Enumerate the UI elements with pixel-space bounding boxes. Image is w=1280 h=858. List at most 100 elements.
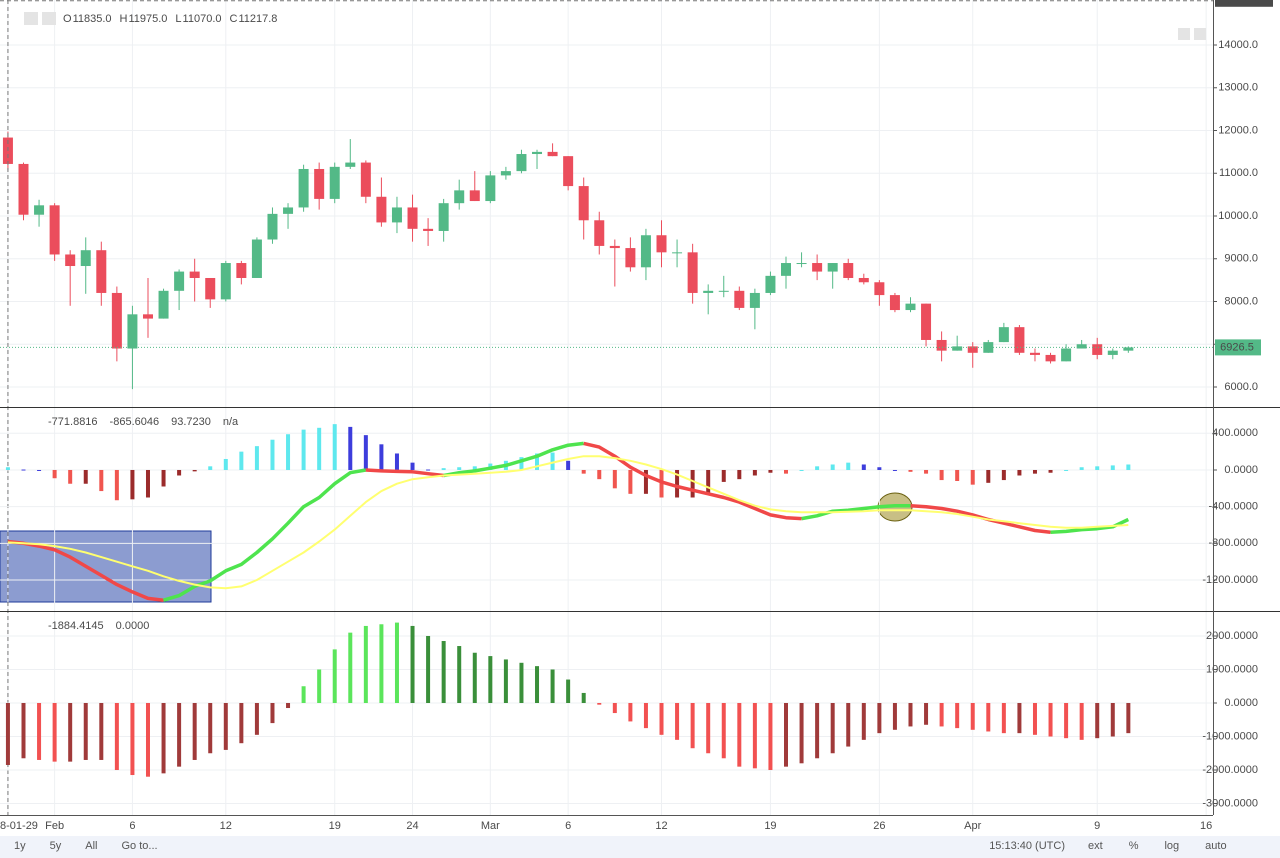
histogram-bar: [1032, 469, 1037, 474]
histogram-bar: [488, 656, 493, 703]
y-tick-label: 400.0000: [1212, 427, 1258, 439]
candle-body: [236, 263, 247, 278]
histogram-bar: [145, 702, 150, 777]
histogram-bar: [706, 702, 711, 754]
histogram-bar: [643, 702, 648, 729]
y-tick-label: 10000.0: [1218, 210, 1258, 222]
histogram-bar: [83, 702, 88, 760]
histogram-bar: [208, 702, 213, 754]
histogram-bar: [721, 702, 726, 759]
histogram-bar: [519, 662, 524, 703]
candle-body: [532, 151, 543, 155]
histogram-bar: [114, 469, 119, 501]
histogram-bar: [799, 469, 804, 471]
histogram-bar: [5, 702, 10, 765]
candle-body: [921, 303, 932, 340]
histogram-bar: [161, 469, 166, 487]
histogram-bar: [1048, 702, 1053, 737]
candle-body: [952, 346, 963, 351]
icon-button[interactable]: [24, 12, 38, 25]
toolbar-toggle[interactable]: %: [1129, 840, 1139, 852]
toolbar-button[interactable]: Go to...: [121, 840, 157, 852]
candle-body: [1123, 347, 1134, 351]
toolbar-toggle[interactable]: log: [1164, 840, 1179, 852]
x-tick-label: 6: [565, 820, 571, 832]
candle-body: [843, 263, 854, 278]
y-tick-label: 11000.0: [1219, 167, 1258, 179]
candle-body: [267, 213, 278, 240]
histogram-bar: [752, 469, 757, 476]
histogram-bar: [1017, 469, 1022, 476]
histogram-bar: [348, 632, 353, 703]
toolbar-button[interactable]: All: [85, 840, 97, 852]
histogram-bar: [37, 702, 42, 760]
indicator-line: [7, 539, 164, 602]
icon-button[interactable]: [1194, 28, 1206, 40]
candle-body: [749, 292, 760, 308]
legend-value: -1884.4145: [48, 620, 104, 632]
ohlc-value: 11070.0: [183, 13, 222, 25]
candle-body: [998, 327, 1009, 343]
histogram-bar: [597, 702, 602, 705]
histogram-bar: [721, 469, 726, 482]
histogram-bar: [986, 702, 991, 732]
candle-body: [423, 228, 434, 231]
candle-body: [34, 205, 45, 215]
toolbar-time: 15:13:40 (UTC): [989, 840, 1065, 852]
histogram-bar: [457, 467, 462, 470]
histogram-bar: [768, 469, 773, 473]
histogram-bar: [99, 469, 104, 492]
toolbar-toggle[interactable]: auto: [1205, 840, 1226, 852]
histogram-bar: [130, 702, 135, 776]
histogram-bar: [1126, 702, 1131, 734]
histogram-bar: [924, 702, 929, 725]
histogram-bar: [1079, 467, 1084, 470]
histogram-bar: [815, 702, 820, 759]
histogram-bar: [426, 469, 431, 471]
legend-value: n/a: [223, 416, 239, 428]
x-tick-label: 12: [655, 820, 667, 832]
histogram-bar: [254, 446, 259, 470]
toolbar-toggle[interactable]: ext: [1088, 840, 1103, 852]
histogram-bar: [768, 702, 773, 771]
histogram-bar: [208, 466, 213, 470]
ohlc-value: 11217.8: [238, 13, 277, 25]
y-tick-label: -800.0000: [1208, 537, 1258, 549]
candle-body: [376, 196, 387, 223]
y-tick-label: 6000.0: [1224, 381, 1258, 393]
ohlc-prefix: H: [120, 13, 128, 25]
histogram-bar: [223, 458, 228, 470]
histogram-bar: [1095, 702, 1100, 739]
histogram-bar: [955, 469, 960, 481]
histogram-bar: [21, 469, 26, 471]
histogram-bar: [410, 462, 415, 470]
icon-button[interactable]: [42, 12, 56, 25]
histogram-bar: [317, 669, 322, 703]
histogram-bar: [1017, 702, 1022, 734]
x-tick-label: 26: [873, 820, 885, 832]
ohlc-prefix: L: [175, 13, 181, 25]
legend-value: -771.8816: [48, 416, 98, 428]
candle-body: [672, 252, 683, 254]
histogram-bar: [924, 469, 929, 474]
histogram-bar: [99, 702, 104, 760]
histogram-bar: [628, 469, 633, 494]
bottom-toolbar: [0, 836, 1280, 858]
candle-body: [796, 263, 807, 265]
histogram-bar: [970, 469, 975, 485]
drawing-rectangle[interactable]: [0, 530, 212, 603]
candle-body: [578, 186, 589, 221]
candle-body: [1092, 344, 1103, 355]
crosshair-price-box: [1215, 0, 1273, 7]
x-tick-label: 12: [220, 820, 232, 832]
toolbar-button[interactable]: 1y: [14, 840, 26, 852]
candle-body: [283, 207, 294, 214]
toolbar-button[interactable]: 5y: [50, 840, 62, 852]
x-tick-label: 9: [1094, 820, 1100, 832]
histogram-bar: [161, 702, 166, 774]
icon-button[interactable]: [1178, 28, 1190, 40]
histogram-bar: [301, 686, 306, 703]
ohlc-value: 11835.0: [73, 13, 112, 25]
candle-body: [656, 235, 667, 253]
y-tick-label: 14000.0: [1218, 39, 1258, 51]
